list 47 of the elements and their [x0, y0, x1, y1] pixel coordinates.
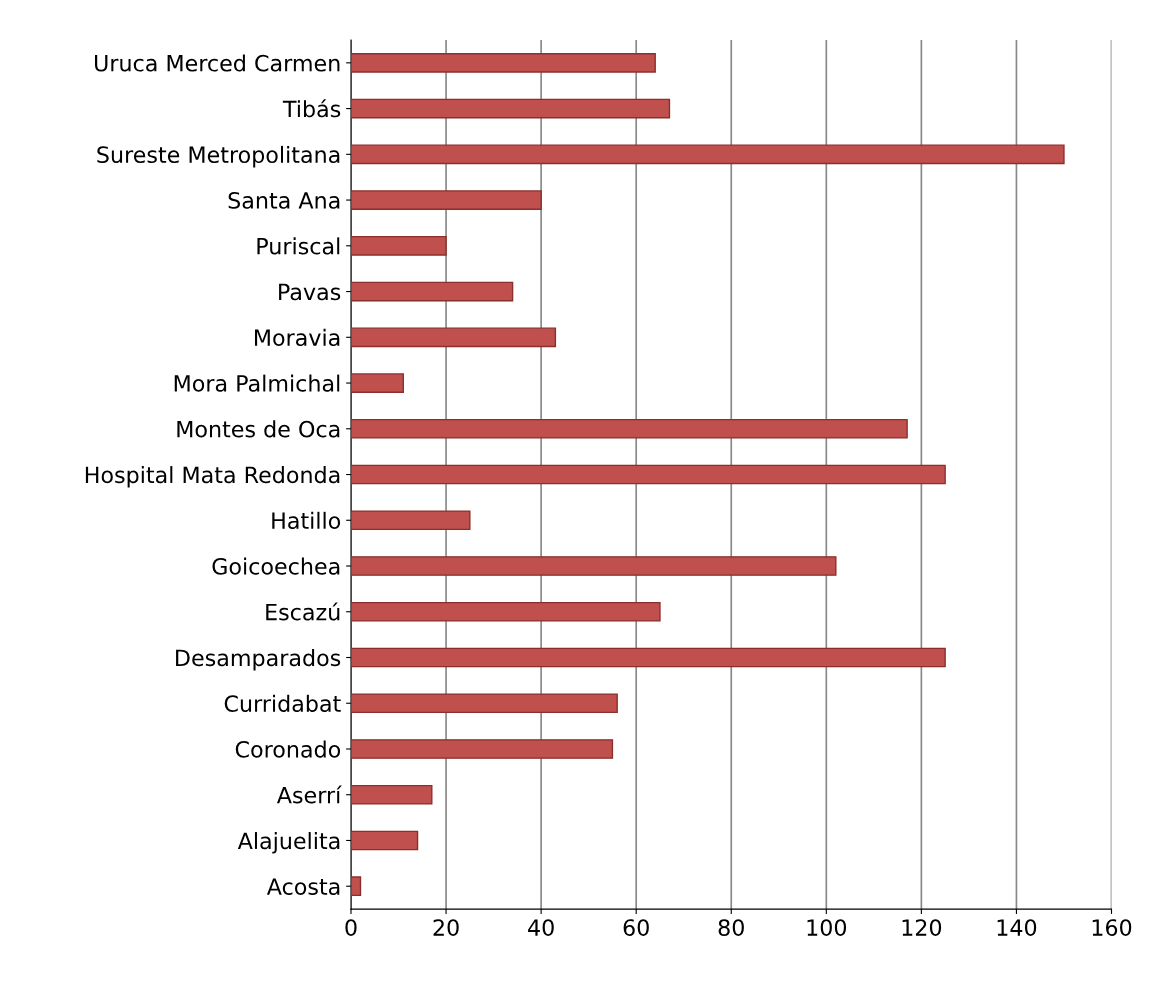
bar — [351, 693, 618, 714]
x-tick-label: 120 — [902, 919, 942, 937]
y-tick-label: Escazú — [266, 602, 340, 621]
y-tick-label: Santa Ana — [228, 192, 340, 209]
bar — [351, 144, 1065, 165]
y-tick-label: Sureste Metropolitana — [97, 145, 340, 168]
bar — [351, 281, 514, 302]
y-tick-label: Aserrí — [276, 785, 342, 804]
x-tick-label: 140 — [997, 919, 1037, 937]
y-tick-label: Goicoechea — [212, 557, 340, 575]
bar — [351, 190, 542, 210]
y-tick-label: Uruca Merced Carmen — [95, 54, 340, 72]
bar — [351, 373, 404, 393]
y-tick-label: Montes de Oca — [177, 420, 340, 438]
bar — [351, 601, 661, 622]
x-tick-label: 100 — [807, 919, 847, 937]
bar — [351, 98, 671, 119]
y-tick-label: Hospital Mata Redonda — [85, 466, 340, 488]
y-tick-label: Pavas — [279, 283, 341, 301]
y-tick-label: Tibás — [282, 99, 341, 118]
x-tick-label: 0 — [345, 919, 357, 937]
y-tick-label: Curridabat — [224, 694, 341, 712]
bar — [351, 830, 419, 851]
bar — [351, 327, 557, 348]
y-tick-label: Moravia — [254, 328, 340, 347]
y-tick-label: Desamparados — [176, 649, 341, 671]
bar — [351, 647, 946, 668]
bar — [351, 739, 614, 759]
bar — [351, 464, 946, 485]
y-tick-label: Mora Palmichal — [174, 374, 340, 392]
bar — [351, 418, 908, 439]
bar — [351, 784, 433, 805]
bar — [351, 556, 837, 576]
bar — [351, 510, 471, 531]
y-tick-label: Coronado — [235, 740, 341, 758]
bar — [351, 235, 447, 256]
x-tick-label: 40 — [528, 919, 554, 937]
y-tick-label: Acosta — [266, 878, 340, 895]
x-tick-label: 160 — [1092, 919, 1132, 937]
y-tick-label: Puriscal — [257, 237, 340, 255]
x-tick-label: 80 — [718, 919, 744, 937]
x-tick-label: 20 — [433, 919, 459, 937]
x-tick-label: 60 — [623, 919, 649, 937]
bar — [351, 876, 362, 897]
y-tick-label: Hatillo — [272, 511, 341, 530]
y-tick-label: Alajuelita — [237, 832, 340, 854]
bar — [351, 52, 656, 73]
